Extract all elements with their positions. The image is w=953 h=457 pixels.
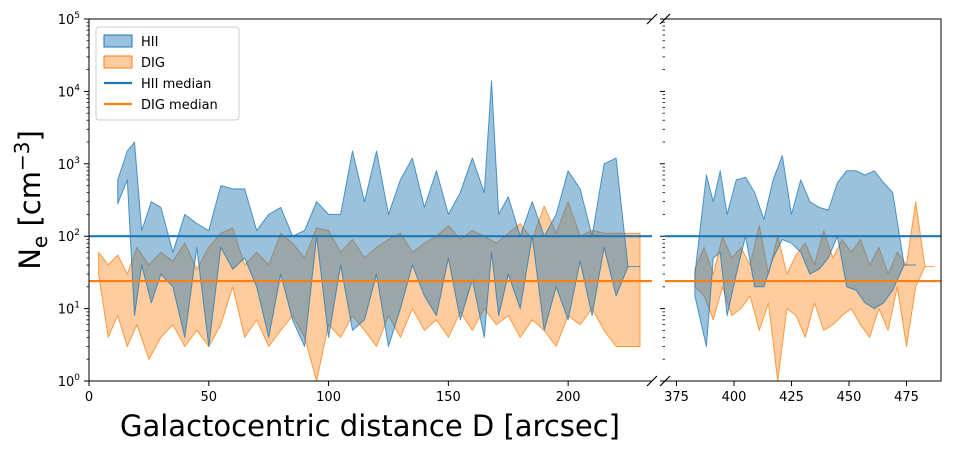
- y-tick-label: 101: [58, 301, 80, 318]
- x-tick-label: 0: [85, 390, 93, 405]
- legend-swatch: [103, 55, 133, 69]
- dig-band-left: [98, 201, 641, 381]
- y-axis-label: Ne [cm−3]: [10, 130, 52, 270]
- y-tick-label: 103: [58, 156, 80, 173]
- legend-label: HII: [141, 35, 158, 50]
- x-tick-label: 50: [201, 390, 218, 405]
- dig-band-right: [694, 201, 935, 381]
- y-tick-label: 102: [58, 228, 80, 245]
- left-panel-plot: [89, 80, 652, 381]
- y-tick-label: 104: [58, 83, 81, 100]
- left-panel-frame: [88, 18, 652, 382]
- x-tick-label: 450: [837, 390, 862, 405]
- x-tick-label: 100: [316, 390, 341, 405]
- right-panel-frame: [665, 18, 942, 382]
- x-tick-label: 375: [664, 390, 689, 405]
- x-tick-label: 425: [779, 390, 804, 405]
- y-tick-label: 100: [58, 373, 81, 390]
- legend-box: [95, 26, 240, 121]
- axis-break-marker: [646, 13, 658, 25]
- axes: 0 50 100 150 200 375 400 425 450 475 100 101 102 103 1…: [58, 11, 942, 405]
- legend-label: HII median: [141, 77, 211, 92]
- x-tick-label: 150: [436, 390, 461, 405]
- hii-band-left: [117, 80, 641, 347]
- x-tick-label: 475: [894, 390, 919, 405]
- legend: HII DIG HII median DIG median: [95, 26, 240, 121]
- x-tick-label: 200: [556, 390, 581, 405]
- x-axis-label: Galactocentric distance D [arcsec]: [120, 409, 620, 443]
- legend-label: DIG: [141, 56, 165, 71]
- legend-label: DIG median: [141, 98, 218, 113]
- x-tick-label: 400: [722, 390, 747, 405]
- hii-band-right: [694, 155, 917, 347]
- axis-break-marker: [646, 375, 658, 387]
- y-tick-label: 105: [58, 11, 80, 28]
- legend-swatch: [103, 34, 133, 48]
- right-panel-plot: [665, 155, 941, 381]
